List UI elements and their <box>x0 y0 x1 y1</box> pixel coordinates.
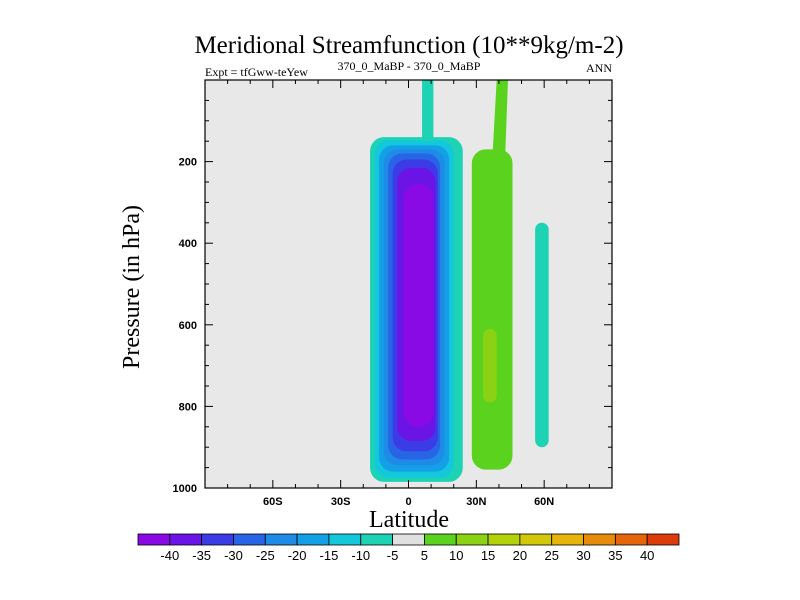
colorbar-swatch <box>264 533 298 546</box>
colorbar-swatch <box>519 533 553 546</box>
upper-positive-stream <box>489 80 508 203</box>
x-axis-label: Latitude <box>369 507 449 533</box>
subtitle-left: Expt = tfGww-teYew <box>205 65 308 79</box>
colorbar-swatch <box>551 533 584 546</box>
x-axis: 60S 30S 0 30N 60N <box>204 80 613 508</box>
colorbar-label: -30 <box>224 548 243 563</box>
southern-hadley-cell <box>370 137 463 482</box>
colorbar-label: 25 <box>544 548 558 563</box>
colorbar-label: 5 <box>421 548 428 563</box>
colorbar-label: 35 <box>608 548 622 563</box>
colorbar-label: 40 <box>640 548 654 563</box>
colorbar-swatch <box>360 533 393 546</box>
colorbar-label: -5 <box>387 548 399 563</box>
y-tick-label: 400 <box>179 238 197 250</box>
contour-layers <box>370 80 549 482</box>
y-axis: 200 400 600 800 1000 <box>173 99 612 495</box>
colorbar-swatch <box>455 533 489 546</box>
colorbar-swatch <box>328 533 362 546</box>
colorbar-swatch <box>137 533 171 546</box>
colorbar-label: 10 <box>449 548 463 563</box>
colorbar-swatch <box>169 533 203 546</box>
colorbar-label: -20 <box>288 548 307 563</box>
y-tick-label: 600 <box>179 320 197 332</box>
x-tick-label: 0 <box>405 496 411 508</box>
colorbar: -40 -35 -30 -25 -20 -15 -10 -5 5 10 15 20 25 30 35 40 <box>137 533 680 563</box>
colorbar-label: -40 <box>160 548 179 563</box>
y-tick-label: 800 <box>179 401 197 413</box>
colorbar-label: 30 <box>576 548 590 563</box>
x-tick-label: 60S <box>263 496 283 508</box>
northern-ferrel-cell <box>471 149 513 470</box>
colorbar-label: -35 <box>192 548 211 563</box>
subtitle-right: ANN <box>586 61 612 75</box>
y-tick-label: 200 <box>179 157 197 169</box>
x-tick-label: 30S <box>331 496 351 508</box>
colorbar-swatch <box>392 533 425 546</box>
colorbar-swatch <box>424 533 457 546</box>
colorbar-label: 20 <box>513 548 527 563</box>
northern-ferrel-cell-level-10 <box>483 328 497 403</box>
colorbar-swatch <box>646 533 680 546</box>
colorbar-swatch <box>233 533 266 546</box>
colorbar-swatch <box>583 533 616 546</box>
y-tick-label: 1000 <box>173 483 197 495</box>
colorbar-label: -25 <box>256 548 275 563</box>
colorbar-label: -15 <box>320 548 339 563</box>
colorbar-label: 15 <box>481 548 495 563</box>
colorbar-swatch <box>296 533 330 546</box>
colorbar-swatch <box>614 533 648 546</box>
northern-ferrel-cell-level-5 <box>471 149 513 470</box>
subtitle-center: 370_0_MaBP - 370_0_MaBP <box>338 59 481 73</box>
southern-hadley-cell-level-m40 <box>403 184 434 427</box>
chart-title: Meridional Streamfunction (10**9kg/m-2) <box>194 32 623 59</box>
x-tick-label: 60N <box>534 496 554 508</box>
x-tick-label: 30N <box>466 496 486 508</box>
colorbar-swatch <box>487 533 521 546</box>
colorbar-label: -10 <box>351 548 370 563</box>
high-latitude-cell <box>535 222 549 448</box>
y-axis-label: Pressure (in hPa) <box>119 205 145 369</box>
colorbar-swatch <box>201 533 234 546</box>
high-latitude-cell-level-m5 <box>535 222 549 448</box>
upper-negative-stream <box>422 80 434 142</box>
